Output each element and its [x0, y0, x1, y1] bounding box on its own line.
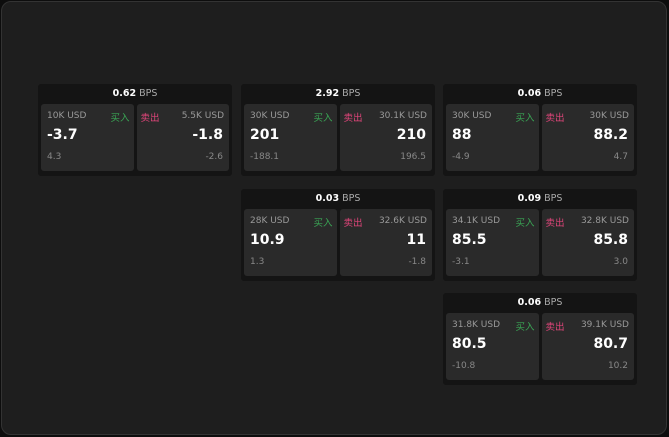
spread-value: 2.92	[315, 88, 340, 99]
spread-value: 0.09	[517, 193, 542, 204]
buy-price: 10.9	[250, 232, 285, 248]
buy-pane[interactable]: 34.1K USD 买入 85.5 -3.1	[446, 209, 539, 276]
buy-price: -3.7	[47, 127, 78, 143]
sell-change: 3.0	[613, 257, 628, 267]
quote-card: 0.62 BPS 10K USD 买入 -3.7 4.3 5.5K USD 卖出…	[38, 84, 232, 176]
spread-unit: BPS	[342, 193, 361, 204]
sell-price: 210	[396, 127, 426, 143]
buy-pane[interactable]: 30K USD 买入 88 -4.9	[446, 104, 539, 171]
sell-size: 30K USD	[589, 111, 629, 121]
sell-price: 88.2	[593, 127, 628, 143]
quote-card: 0.06 BPS 30K USD 买入 88 -4.9 30K USD 卖出 8…	[443, 84, 637, 176]
sell-change: 196.5	[400, 152, 426, 162]
buy-pane[interactable]: 31.8K USD 买入 80.5 -10.8	[446, 313, 539, 380]
buy-label[interactable]: 买入	[313, 218, 333, 229]
sell-size: 39.1K USD	[580, 320, 629, 330]
sell-price: 11	[406, 232, 426, 248]
buy-pane[interactable]: 30K USD 买入 201 -188.1	[244, 104, 337, 171]
sell-size: 32.8K USD	[580, 216, 629, 226]
sell-pane[interactable]: 32.8K USD 卖出 85.8 3.0	[541, 209, 634, 276]
buy-change: 1.3	[250, 257, 265, 267]
buy-pane[interactable]: 10K USD 买入 -3.7 4.3	[41, 104, 134, 171]
sell-change: -1.8	[408, 257, 426, 267]
quote-card: 0.06 BPS 31.8K USD 买入 80.5 -10.8 39.1K U…	[443, 293, 637, 385]
buy-size: 34.1K USD	[452, 216, 501, 226]
sell-change: 10.2	[607, 361, 628, 371]
spread-unit: BPS	[139, 88, 158, 99]
sell-label[interactable]: 卖出	[343, 218, 363, 229]
buy-label[interactable]: 买入	[515, 322, 535, 333]
buy-change: -4.9	[452, 152, 470, 162]
sell-label[interactable]: 卖出	[545, 113, 565, 124]
buy-size: 10K USD	[47, 111, 87, 121]
sell-pane[interactable]: 5.5K USD 卖出 -1.8 -2.6	[136, 104, 229, 171]
buy-change: -3.1	[452, 257, 470, 267]
buy-label[interactable]: 买入	[515, 218, 535, 229]
buy-size: 28K USD	[250, 216, 290, 226]
sell-label[interactable]: 卖出	[545, 322, 565, 333]
buy-size: 31.8K USD	[452, 320, 501, 330]
buy-change: -188.1	[250, 152, 280, 162]
spread-unit: BPS	[544, 297, 563, 308]
spread-unit: BPS	[544, 193, 563, 204]
spread-header: 0.03 BPS	[241, 189, 435, 209]
buy-change: 4.3	[47, 152, 62, 162]
sell-change: -2.6	[205, 152, 223, 162]
spread-unit: BPS	[342, 88, 361, 99]
quote-card: 0.03 BPS 28K USD 买入 10.9 1.3 32.6K USD 卖…	[241, 189, 435, 281]
sell-size: 32.6K USD	[378, 216, 427, 226]
quote-card: 2.92 BPS 30K USD 买入 201 -188.1 30.1K USD…	[241, 84, 435, 176]
buy-pane[interactable]: 28K USD 买入 10.9 1.3	[244, 209, 337, 276]
buy-size: 30K USD	[452, 111, 492, 121]
quote-card: 0.09 BPS 34.1K USD 买入 85.5 -3.1 32.8K US…	[443, 189, 637, 281]
sell-label[interactable]: 卖出	[545, 218, 565, 229]
buy-price: 85.5	[452, 232, 487, 248]
buy-change: -10.8	[452, 361, 476, 371]
spread-header: 2.92 BPS	[241, 84, 435, 104]
buy-label[interactable]: 买入	[110, 113, 130, 124]
spread-header: 0.62 BPS	[38, 84, 232, 104]
sell-size: 30.1K USD	[378, 111, 427, 121]
sell-pane[interactable]: 32.6K USD 卖出 11 -1.8	[339, 209, 432, 276]
buy-label[interactable]: 买入	[515, 113, 535, 124]
buy-price: 80.5	[452, 336, 487, 352]
sell-label[interactable]: 卖出	[140, 113, 160, 124]
spread-value: 0.62	[112, 88, 137, 99]
buy-size: 30K USD	[250, 111, 290, 121]
sell-label[interactable]: 卖出	[343, 113, 363, 124]
sell-change: 4.7	[613, 152, 628, 162]
spread-value: 0.06	[517, 88, 542, 99]
spread-header: 0.06 BPS	[443, 293, 637, 313]
buy-label[interactable]: 买入	[313, 113, 333, 124]
sell-price: 85.8	[593, 232, 628, 248]
buy-price: 88	[452, 127, 472, 143]
sell-price: -1.8	[192, 127, 223, 143]
spread-unit: BPS	[544, 88, 563, 99]
sell-price: 80.7	[593, 336, 628, 352]
spread-value: 0.03	[315, 193, 340, 204]
spread-header: 0.09 BPS	[443, 189, 637, 209]
spread-value: 0.06	[517, 297, 542, 308]
sell-size: 5.5K USD	[181, 111, 224, 121]
sell-pane[interactable]: 30.1K USD 卖出 210 196.5	[339, 104, 432, 171]
buy-price: 201	[250, 127, 280, 143]
spread-header: 0.06 BPS	[443, 84, 637, 104]
sell-pane[interactable]: 30K USD 卖出 88.2 4.7	[541, 104, 634, 171]
sell-pane[interactable]: 39.1K USD 卖出 80.7 10.2	[541, 313, 634, 380]
